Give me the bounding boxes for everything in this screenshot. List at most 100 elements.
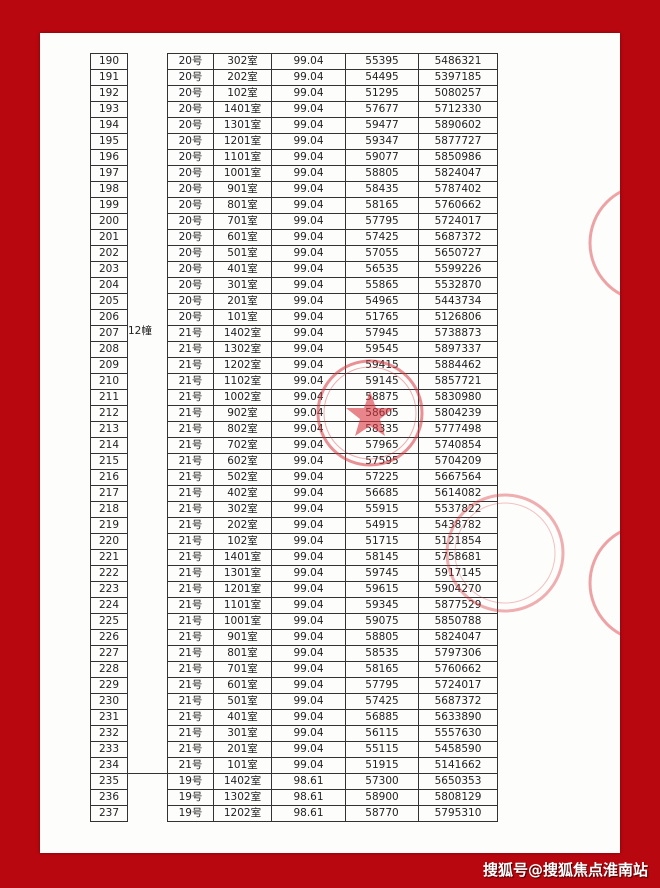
table-row: 228 21号 701室 99.04 58165 5760662: [90, 661, 498, 678]
table-row: 212 21号 902室 99.04 58605 5804239: [90, 405, 498, 422]
building-cell: [127, 293, 168, 310]
row-number: 191: [90, 69, 128, 86]
row-number: 234: [90, 757, 128, 774]
unit-room: 102室: [213, 533, 272, 550]
unit-building: 21号: [167, 469, 214, 486]
building-cell: [127, 341, 168, 358]
unit-building: 21号: [167, 661, 214, 678]
building-cell: [127, 181, 168, 198]
unit-room: 401室: [213, 709, 272, 726]
total-price: 5777498: [418, 421, 498, 438]
table-row: 192 20号 102室 99.04 51295 5080257: [90, 85, 498, 102]
unit-building: 21号: [167, 613, 214, 630]
building-cell: [127, 437, 168, 454]
table-row: 199 20号 801室 99.04 58165 5760662: [90, 197, 498, 214]
unit-room: 602室: [213, 453, 272, 470]
table-row: 197 20号 1001室 99.04 58805 5824047: [90, 165, 498, 182]
unit-building: 21号: [167, 549, 214, 566]
row-number: 210: [90, 373, 128, 390]
total-price: 5877529: [418, 597, 498, 614]
building-cell: [127, 645, 168, 662]
watermark: 搜狐号@搜狐焦点淮南站: [482, 861, 648, 879]
building-cell: [127, 261, 168, 278]
unit-price: 56115: [345, 725, 419, 742]
unit-room: 1102室: [213, 373, 272, 390]
table-row: 235 19号 1402室 98.61 57300 5650353: [90, 773, 498, 790]
table-row: 211 21号 1002室 99.04 58875 5830980: [90, 389, 498, 406]
unit-room: 301室: [213, 725, 272, 742]
row-number: 196: [90, 149, 128, 166]
unit-building: 20号: [167, 181, 214, 198]
document-page: 190 20号 302室 99.04 55395 5486321 191 20号 202室 99.…: [40, 33, 620, 853]
total-price: 5397185: [418, 69, 498, 86]
total-price: 5738873: [418, 325, 498, 342]
row-number: 199: [90, 197, 128, 214]
unit-building: 21号: [167, 357, 214, 374]
total-price: 5557630: [418, 725, 498, 742]
unit-room: 1201室: [213, 133, 272, 150]
total-price: 5458590: [418, 741, 498, 758]
unit-room: 301室: [213, 277, 272, 294]
unit-room: 701室: [213, 213, 272, 230]
unit-room: 1402室: [213, 325, 272, 342]
unit-building: 20号: [167, 101, 214, 118]
unit-price: 58165: [345, 661, 419, 678]
building-cell: [127, 245, 168, 262]
unit-room: 501室: [213, 245, 272, 262]
building-cell: [127, 357, 168, 374]
unit-building: 20号: [167, 165, 214, 182]
total-price: 5890602: [418, 117, 498, 134]
area: 99.04: [271, 709, 346, 726]
unit-building: 21号: [167, 709, 214, 726]
unit-building: 19号: [167, 773, 214, 790]
unit-building: 21号: [167, 373, 214, 390]
unit-room: 102室: [213, 85, 272, 102]
area: 99.04: [271, 373, 346, 390]
row-number: 218: [90, 501, 128, 518]
unit-room: 1001室: [213, 165, 272, 182]
area: 98.61: [271, 805, 346, 822]
table-row: 225 21号 1001室 99.04 59075 5850788: [90, 613, 498, 630]
total-price: 5599226: [418, 261, 498, 278]
total-price: 5687372: [418, 693, 498, 710]
table-row: 204 20号 301室 99.04 55865 5532870: [90, 277, 498, 294]
total-price: 5121854: [418, 533, 498, 550]
row-number: 208: [90, 341, 128, 358]
unit-price: 58805: [345, 165, 419, 182]
table-row: 208 21号 1302室 99.04 59545 5897337: [90, 341, 498, 358]
unit-price: 57425: [345, 693, 419, 710]
unit-price: 58900: [345, 789, 419, 806]
row-number: 192: [90, 85, 128, 102]
unit-price: 54495: [345, 69, 419, 86]
price-table: 190 20号 302室 99.04 55395 5486321 191 20号 202室 99.…: [90, 53, 498, 822]
building-cell: [127, 757, 168, 774]
table-row: 201 20号 601室 99.04 57425 5687372: [90, 229, 498, 246]
total-price: 5704209: [418, 453, 498, 470]
total-price: 5850986: [418, 149, 498, 166]
total-price: 5532870: [418, 277, 498, 294]
row-number: 236: [90, 789, 128, 806]
unit-room: 1001室: [213, 613, 272, 630]
table-row: 237 19号 1202室 98.61 58770 5795310: [90, 805, 498, 822]
building-cell: [127, 469, 168, 486]
total-price: 5486321: [418, 53, 498, 70]
unit-building: 20号: [167, 245, 214, 262]
total-price: 5724017: [418, 677, 498, 694]
unit-building: 20号: [167, 69, 214, 86]
unit-building: 20号: [167, 85, 214, 102]
table-row: 232 21号 301室 99.04 56115 5557630: [90, 725, 498, 742]
area: 99.04: [271, 613, 346, 630]
unit-price: 55395: [345, 53, 419, 70]
table-row: 190 20号 302室 99.04 55395 5486321: [90, 53, 498, 70]
row-number: 219: [90, 517, 128, 534]
unit-price: 51915: [345, 757, 419, 774]
row-number: 221: [90, 549, 128, 566]
area: 99.04: [271, 565, 346, 582]
building-cell: [127, 629, 168, 646]
total-price: 5830980: [418, 389, 498, 406]
total-price: 5650353: [418, 773, 498, 790]
table-row: 200 20号 701室 99.04 57795 5724017: [90, 213, 498, 230]
table-row: 213 21号 802室 99.04 58335 5777498: [90, 421, 498, 438]
unit-building: 21号: [167, 629, 214, 646]
area: 99.04: [271, 69, 346, 86]
